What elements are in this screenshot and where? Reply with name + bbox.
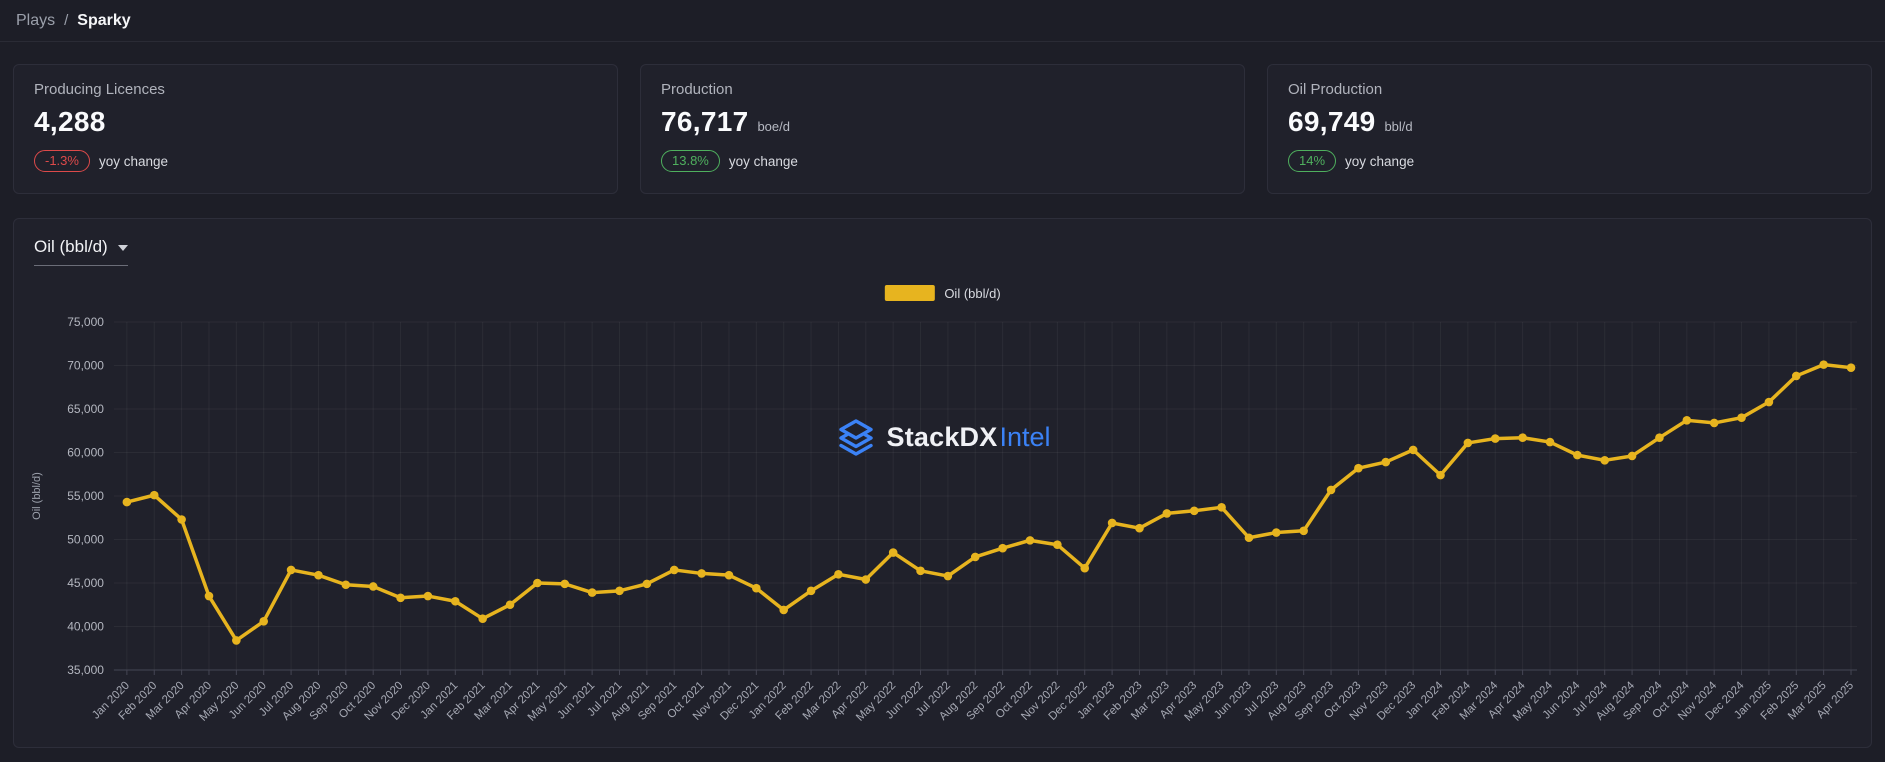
oil-production-line-chart[interactable]: 35,000 40,000 45,000 50,000 55,000 60,000 65,0… xyxy=(14,279,1871,749)
stat-card-oil-production: Oil Production 69,749 bbl/d 14% yoy chan… xyxy=(1267,64,1872,194)
svg-text:50,000: 50,000 xyxy=(67,532,104,546)
stat-card-producing-licences: Producing Licences 4,288 -1.3% yoy chang… xyxy=(13,64,618,194)
stat-card-value: 4,288 xyxy=(34,106,106,137)
svg-text:55,000: 55,000 xyxy=(67,489,104,503)
stat-card-title: Production xyxy=(661,81,733,98)
svg-text:40,000: 40,000 xyxy=(67,619,104,633)
stackdx-watermark: StackDXIntel xyxy=(834,416,1051,458)
yoy-change-label: yoy change xyxy=(728,153,798,169)
yoy-change-badge: -1.3% xyxy=(34,150,90,172)
metric-selector-value: Oil (bbl/d) xyxy=(34,237,108,256)
stat-card-production: Production 76,717 boe/d 13.8% yoy change xyxy=(640,64,1245,194)
stat-card-value: 69,749 xyxy=(1288,106,1376,137)
stat-card-title: Oil Production xyxy=(1288,81,1383,98)
breadcrumb-current-page: Sparky xyxy=(77,11,131,29)
legend-label: Oil (bbl/d) xyxy=(944,285,1001,301)
svg-text:65,000: 65,000 xyxy=(67,402,104,416)
yoy-change-label: yoy change xyxy=(1345,153,1415,169)
yoy-change-label: yoy change xyxy=(98,153,169,169)
svg-text:75,000: 75,000 xyxy=(67,315,104,329)
watermark-suffix-text: Intel xyxy=(999,421,1051,452)
svg-text:60,000: 60,000 xyxy=(67,445,104,459)
stat-card-value: 76,717 xyxy=(661,106,749,137)
svg-text:35,000: 35,000 xyxy=(67,663,104,677)
yoy-change-badge: 13.8% xyxy=(661,150,720,172)
svg-text:45,000: 45,000 xyxy=(67,576,104,590)
stat-card-unit: boe/d xyxy=(757,119,790,134)
oil-chart-card: Oil (bbl/d) Oil (bbl/d) StackDXIntel 35,… xyxy=(13,218,1872,748)
stack-layers-icon xyxy=(838,419,873,456)
svg-text:70,000: 70,000 xyxy=(67,358,104,372)
breadcrumb-separator: / xyxy=(64,12,69,29)
breadcrumb: Plays / Sparky xyxy=(0,0,1885,42)
breadcrumb-link-plays[interactable]: Plays xyxy=(16,11,56,29)
chevron-down-icon xyxy=(117,245,128,251)
metric-selector-dropdown[interactable]: Oil (bbl/d) xyxy=(34,237,128,266)
stat-card-unit: bbl/d xyxy=(1384,119,1413,134)
watermark-brand-text: StackDX xyxy=(886,421,998,452)
svg-text:Oil (bbl/d): Oil (bbl/d) xyxy=(31,472,43,520)
stat-cards-row: Producing Licences 4,288 -1.3% yoy chang… xyxy=(13,64,1872,194)
yoy-change-badge: 14% xyxy=(1288,150,1337,172)
chart-legend-item[interactable]: Oil (bbl/d) xyxy=(884,285,1001,301)
legend-swatch xyxy=(884,285,935,301)
stat-card-title: Producing Licences xyxy=(34,81,165,98)
